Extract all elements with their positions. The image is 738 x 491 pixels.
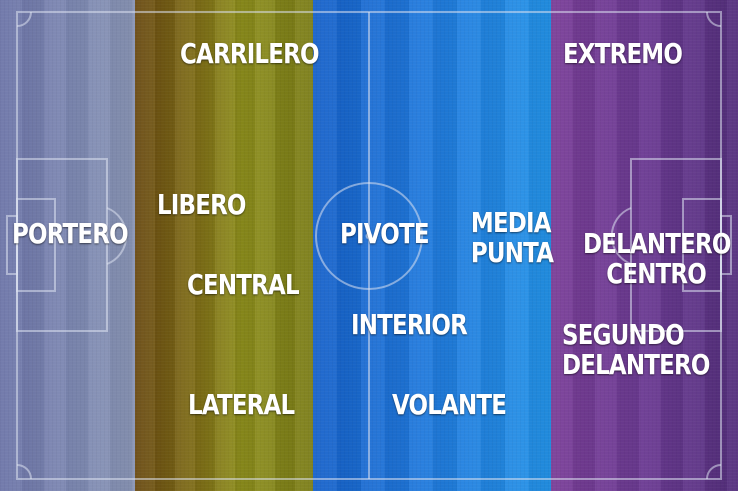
position-label-central: CENTRAL (187, 268, 300, 301)
corner-arc-top-right (706, 11, 722, 27)
midfield-zone (313, 0, 551, 491)
media-punta-line-1: MEDIA (470, 206, 552, 239)
media-punta-line-2: PUNTA (470, 236, 554, 269)
left-penalty-arc (106, 207, 128, 265)
corner-arc-bottom-left (16, 464, 32, 480)
right-penalty-arc (610, 207, 632, 265)
position-label-delantero-centro: DELANTERO CENTRO (583, 227, 731, 290)
goalkeeper-zone (0, 0, 135, 491)
left-goal (6, 215, 18, 275)
position-label-extremo: EXTREMO (563, 37, 683, 70)
delantero-centro-line-1: DELANTERO (583, 227, 731, 260)
position-label-lateral: LATERAL (188, 388, 295, 421)
position-label-carrilero: CARRILERO (180, 37, 319, 70)
attack-zone (551, 0, 738, 491)
corner-arc-top-left (16, 11, 32, 27)
delantero-centro-line-2: CENTRO (606, 257, 707, 290)
defense-zone (135, 0, 313, 491)
position-label-segundo-delantero: SEGUNDO DELANTERO (562, 320, 710, 380)
center-spot (365, 232, 373, 240)
center-circle (315, 182, 423, 290)
position-label-interior: INTERIOR (351, 308, 468, 341)
corner-arc-bottom-right (706, 464, 722, 480)
position-label-media-punta: MEDIA PUNTA (470, 206, 554, 269)
segundo-delantero-line-2: DELANTERO (562, 348, 710, 381)
position-label-libero: LIBERO (157, 188, 246, 221)
position-label-volante: VOLANTE (392, 388, 507, 421)
segundo-delantero-line-1: SEGUNDO (562, 318, 685, 351)
position-label-pivote: PIVOTE (340, 217, 430, 250)
right-goal (720, 215, 732, 275)
position-label-portero: PORTERO (12, 217, 129, 250)
